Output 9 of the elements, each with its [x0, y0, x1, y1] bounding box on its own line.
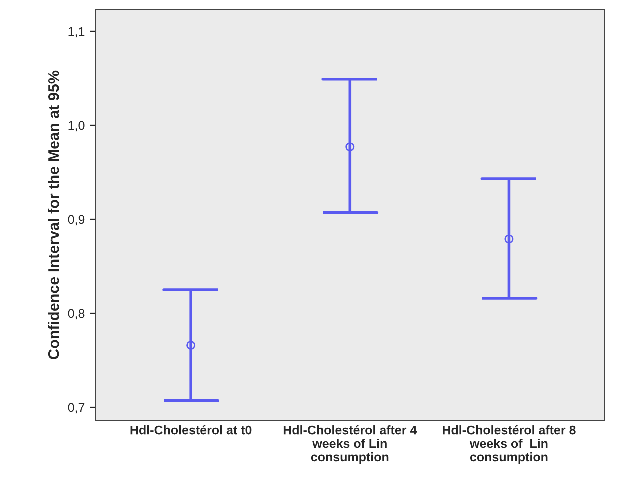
x-tick-label: Hdl-Cholestérol after 8 weeks of Lin consumption [443, 425, 576, 464]
x-tick-label: Hdl-Cholestérol after 4 weeks of Lin consumption [284, 425, 418, 464]
y-tick-label: 0,8 [68, 309, 85, 320]
y-tick-label: 0,9 [68, 215, 85, 226]
y-axis-title: Confidence Interval for the Mean at 95% [48, 70, 60, 360]
y-tick-label: 1,0 [68, 121, 85, 132]
y-tick-label: 1,1 [68, 27, 85, 38]
y-tick-label: 0,7 [68, 403, 85, 414]
x-tick-label: Hdl-Cholestérol at t0 [130, 425, 252, 435]
